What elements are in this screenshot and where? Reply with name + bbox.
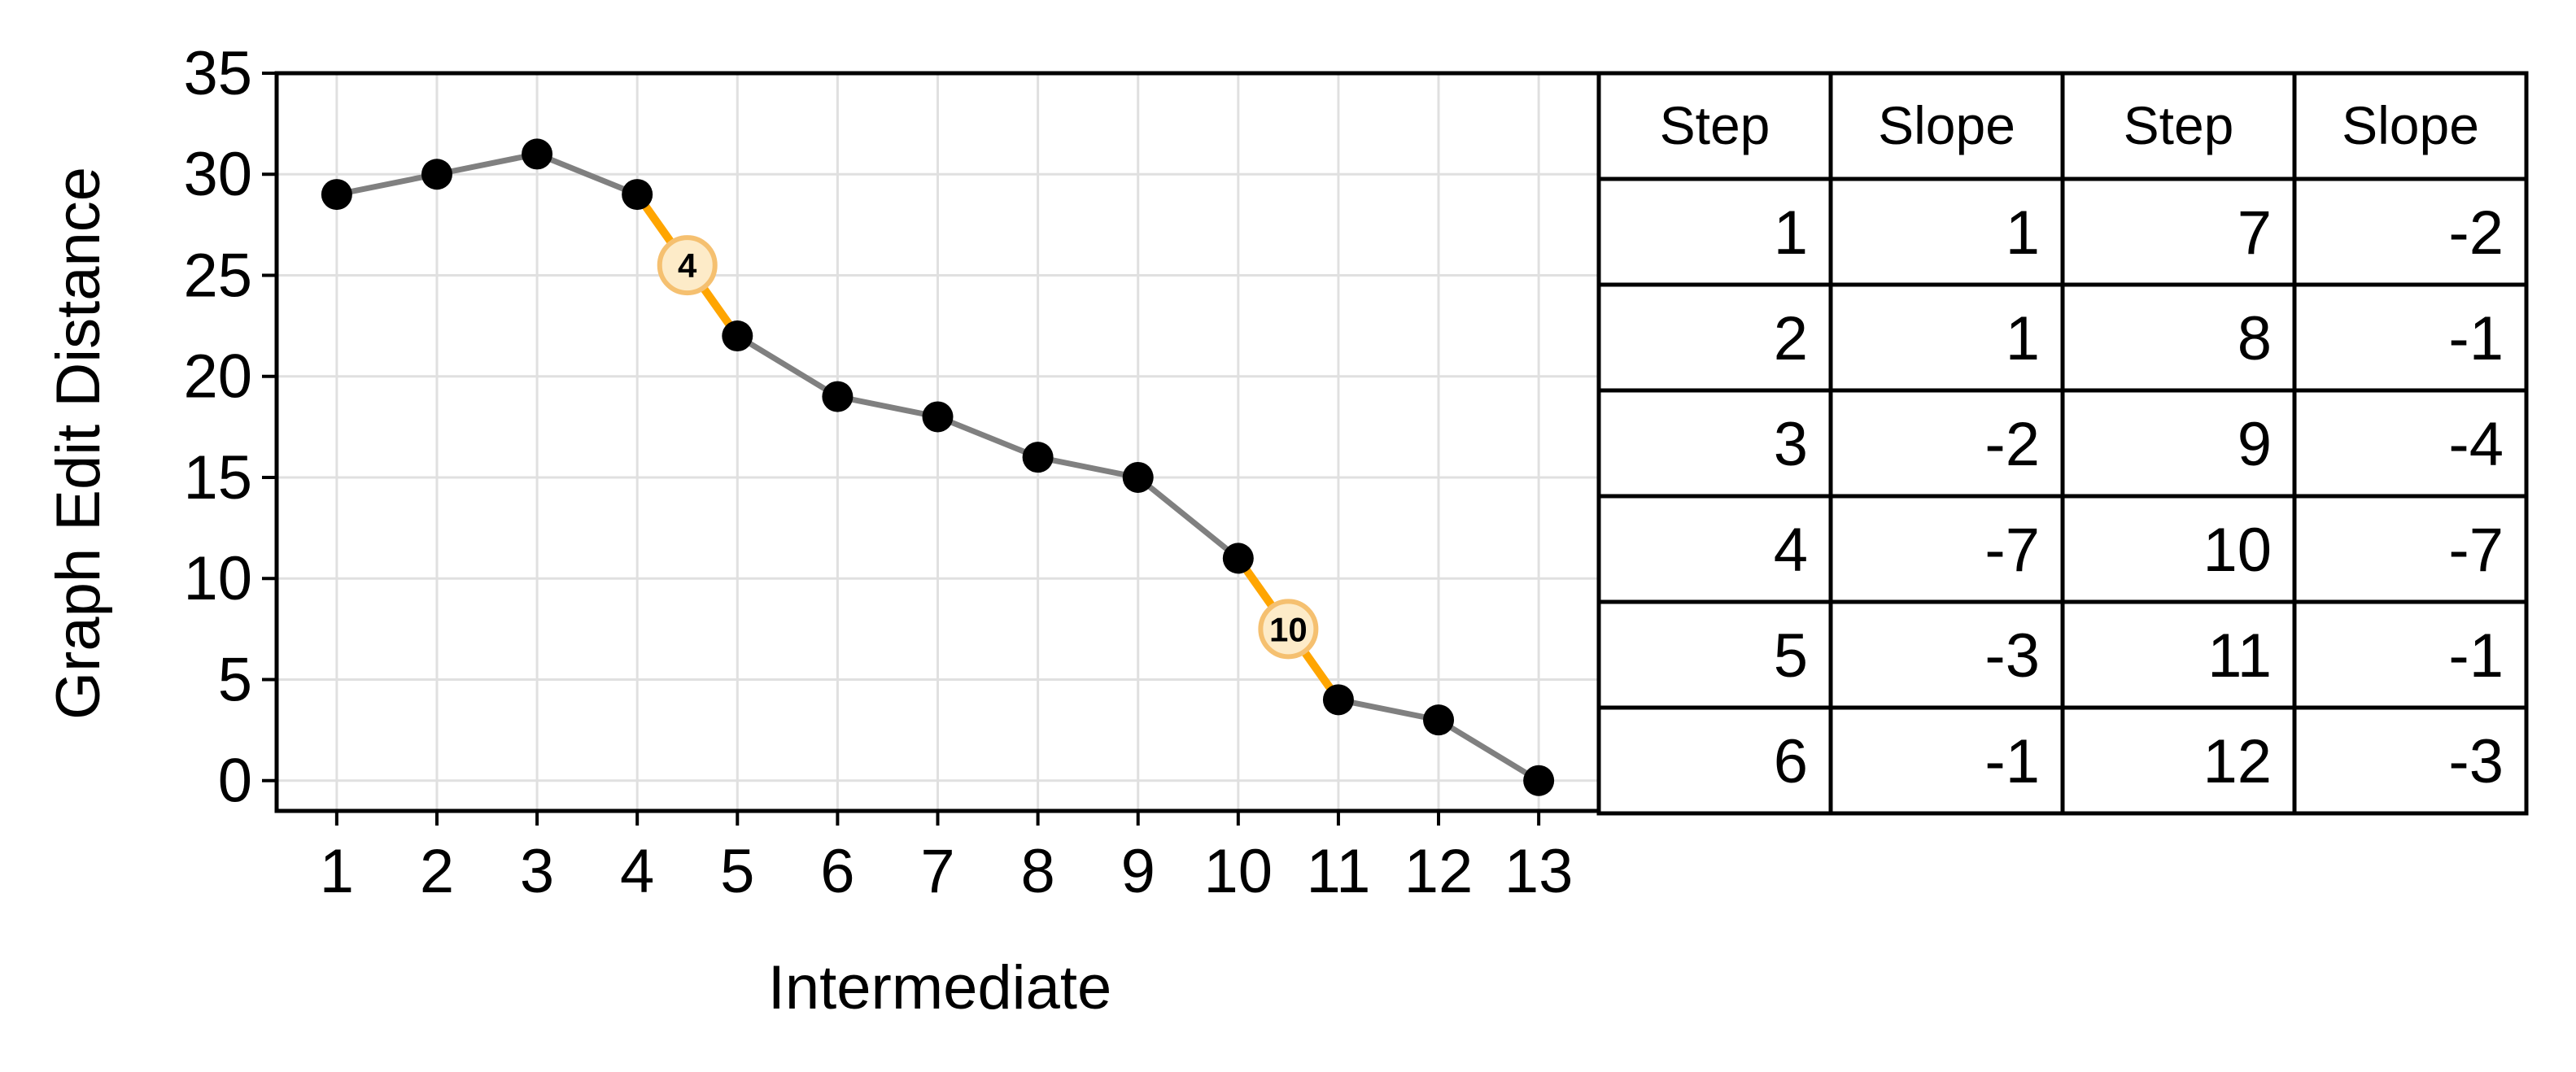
series-segment [734,333,840,400]
step-badge [1258,599,1319,660]
series-segment [834,394,941,420]
step-badge [657,235,718,296]
table-cell: 1 [2006,304,2040,373]
grid [277,72,1599,811]
y-tick-label: 30 [183,140,252,209]
y-tick-label: 10 [183,544,252,613]
data-point [522,138,553,170]
y-tick-label: 20 [183,342,252,412]
y-axis-label: Graph Edit Distance [44,167,113,720]
table-cell: 12 [2203,727,2272,796]
x-tick-label: 8 [1020,837,1054,906]
data-point [1222,543,1254,574]
x-tick-label: 5 [720,837,754,906]
x-tick-label: 7 [920,837,954,906]
table-cell: 8 [2238,304,2272,373]
highlight-badges: 4 10 [657,235,1319,660]
data-point [822,381,854,412]
table-cell: -2 [1984,410,2040,479]
series-segment [1035,454,1142,481]
table-cell: -7 [2448,516,2504,585]
x-tick-label: 11 [1306,837,1370,906]
x-tick-label: 1 [320,837,354,906]
series-segment [935,413,1041,460]
table-cell: 9 [2238,410,2272,479]
y-tick-label: 0 [218,747,252,816]
table-cell: -7 [1984,516,2040,585]
data-point [1122,461,1154,493]
y-tick-label: 15 [183,443,252,512]
table-cell: 1 [2006,198,2040,268]
table-cell: 5 [1774,621,1808,691]
data-point [1423,704,1455,736]
data-point [421,159,452,190]
y-tick-label: 35 [183,39,252,108]
table-cell: 7 [2238,198,2272,268]
table-header-cell: Step [2124,95,2234,155]
table-header-cell: Slope [2342,95,2479,155]
table-cell: 11 [2207,621,2272,691]
table-cell: 1 [1774,198,1808,268]
data-point [922,401,954,433]
data-point [722,320,753,352]
data-points [321,138,1555,796]
data-point [1523,765,1555,796]
x-tick-label: 12 [1404,837,1474,906]
series-segment [434,150,540,177]
series-segment [1335,696,1442,723]
table-cell: 3 [1774,410,1808,479]
series-segment [334,171,440,198]
x-tick-label: 9 [1121,837,1155,906]
step-badge-label: 10 [1269,610,1308,648]
table-cell: 4 [1774,516,1808,585]
x-tick-label: 6 [820,837,854,906]
data-point [1022,442,1054,473]
table-cell: -1 [2448,621,2504,691]
data-point [1322,684,1354,716]
table-cell: 10 [2203,516,2272,585]
table-cell: -3 [2448,727,2504,796]
data-point [321,179,352,211]
x-tick-label: 3 [520,837,554,906]
table-cell: 6 [1774,727,1808,796]
table-cell: -2 [2448,198,2504,268]
x-axis-label: Intermediate [768,953,1111,1022]
x-tick-label: 4 [620,837,654,906]
table-cell: -4 [2448,410,2504,479]
y-tick-label: 5 [218,645,252,714]
table-cell: -3 [1984,621,2040,691]
table-cell: -1 [1984,727,2040,796]
table-header-cell: Step [1660,95,1770,155]
series-segment [1435,717,1542,784]
x-tick-label: 13 [1504,837,1574,906]
x-tick-label: 10 [1204,837,1273,906]
table-cell: 2 [1774,304,1808,373]
x-tick-label: 2 [420,837,454,906]
series-segment [1135,474,1242,561]
table-cell: -1 [2448,304,2504,373]
step-badge-label: 4 [678,246,697,285]
table-header-cell: Slope [1878,95,2015,155]
series-segment [534,150,640,198]
data-point [622,179,653,211]
y-tick-label: 25 [183,241,252,310]
